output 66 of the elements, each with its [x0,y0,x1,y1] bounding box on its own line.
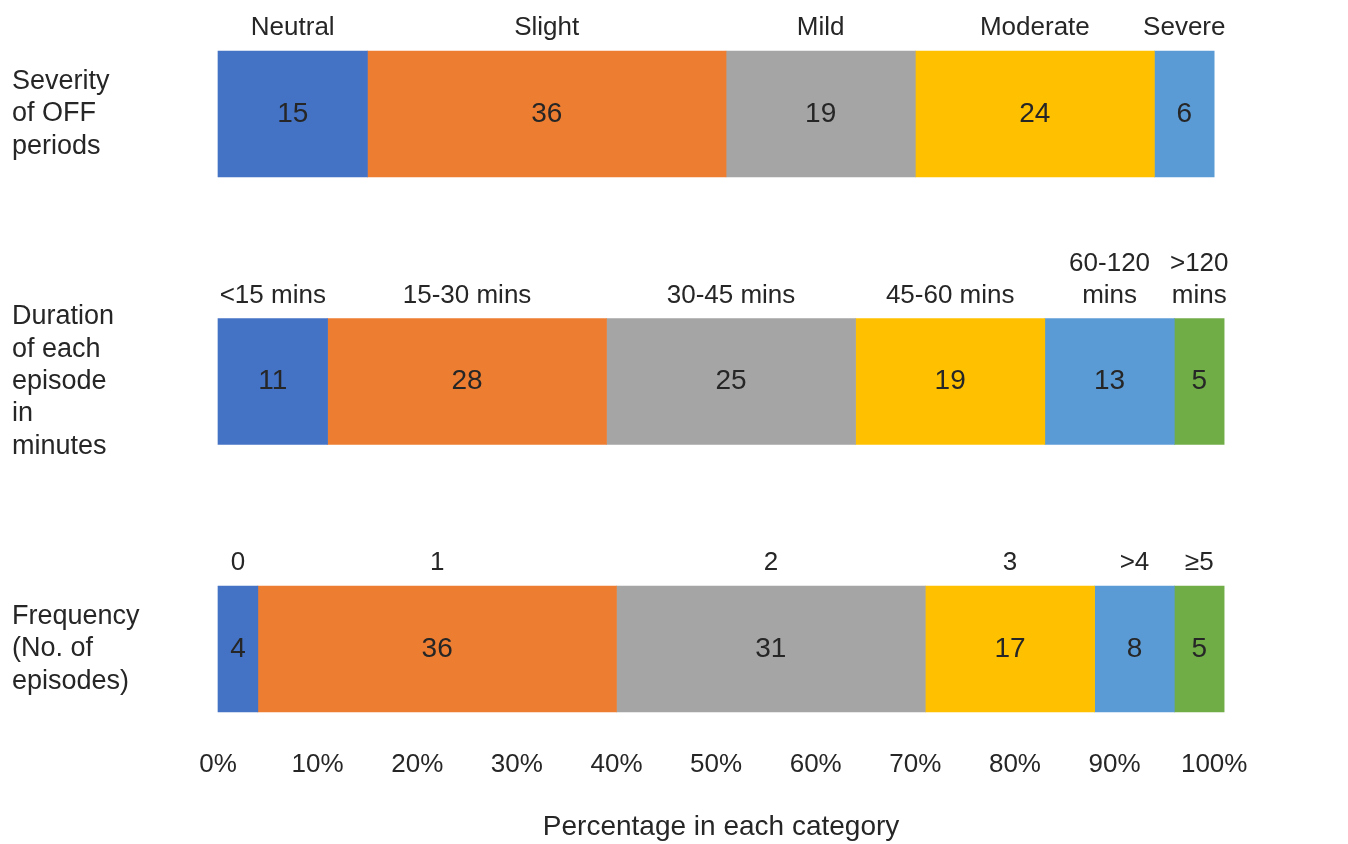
annotation: 15-30 mins [402,278,532,309]
x-tick-label: 50% [690,747,743,778]
bar [217,318,328,445]
annotation: 45-60 mins [885,278,1015,309]
annotation: <15 mins [219,278,326,309]
annotation: >120 mins [1169,246,1229,309]
x-tick-label: 70% [889,747,942,778]
annotation: Neutral [250,11,335,41]
annotation: 1 [429,546,445,576]
data-label: 24 [1019,96,1051,128]
bar [914,50,1155,178]
bar [1154,50,1215,178]
annotation: >4 [1119,546,1150,576]
bar [217,50,368,178]
annotation: 60-120 mins [1069,246,1151,309]
bar [1174,318,1225,445]
x-tick-label: 100% [1180,747,1248,778]
x-tick-label: 40% [590,747,643,778]
x-tick-label: 20% [391,747,444,778]
x-tick-label: 80% [988,747,1041,778]
data-label: 6 [1176,96,1193,128]
bar [855,318,1046,445]
x-tick-label: 10% [291,747,344,778]
x-tick-label: 90% [1088,747,1141,778]
data-label: 36 [421,631,453,663]
data-label: 19 [805,96,837,128]
data-label: 15 [277,96,309,128]
data-label: 36 [531,96,563,128]
bar [606,318,856,445]
data-label: 17 [994,631,1026,663]
data-label: 4 [230,631,246,663]
annotation: 0 [230,546,246,576]
x-tick-label: 30% [490,747,543,778]
data-label: 13 [1094,364,1126,396]
annotation: Moderate [979,11,1090,41]
annotation: Slight [514,11,581,41]
bar [616,585,926,713]
data-label: 19 [934,364,966,396]
x-tick-label: 60% [789,747,842,778]
data-label: 31 [755,631,787,663]
annotation: ≥5 [1184,546,1214,576]
data-label: 25 [715,364,747,396]
y-tick-label: Frequency (No. of episodes) [12,600,141,695]
bar [367,50,727,178]
data-label: 8 [1126,631,1143,663]
annotation: 3 [1002,546,1018,576]
annotation: 2 [763,546,779,576]
data-label: 5 [1191,364,1208,396]
bar [217,585,259,713]
annotation: Mild [796,11,845,41]
y-tick-label: Duration of each episode in minutes [12,300,115,460]
annotation: 30-45 mins [666,278,796,309]
bar [1044,318,1175,445]
y-tick-label: Severity of OFF periods [12,65,111,160]
data-label: 11 [258,364,288,396]
bar [924,585,1095,713]
annotation: Severe [1143,11,1226,41]
bar [257,585,617,713]
bar [1174,585,1225,713]
bar [725,50,916,178]
bar [327,318,607,445]
x-axis-title: Percentage in each category [542,809,900,841]
data-label: 28 [451,364,483,396]
x-tick-label: 0% [199,747,237,778]
bar [1094,585,1175,713]
data-label: 5 [1191,631,1208,663]
